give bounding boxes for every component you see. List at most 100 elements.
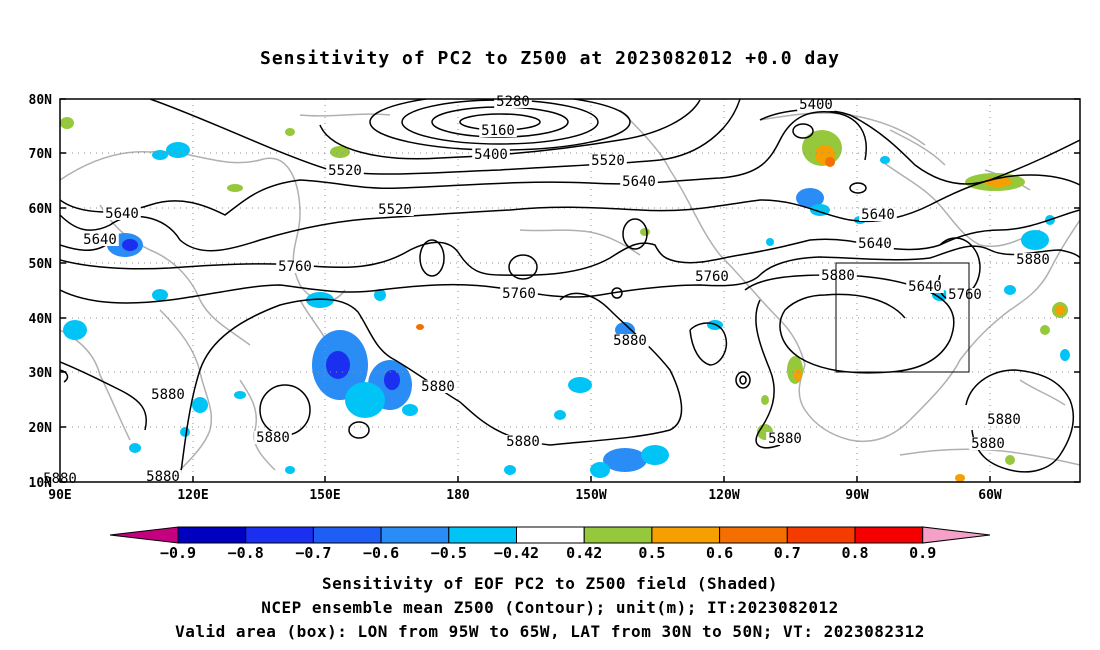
map-frame bbox=[59, 98, 1081, 483]
contour-label-bg bbox=[766, 432, 804, 445]
contour-label-bg bbox=[859, 208, 897, 221]
contour-label: 5880 bbox=[613, 333, 647, 349]
colorbar-segment bbox=[854, 526, 924, 544]
lat-tick-label: 50N bbox=[29, 257, 53, 272]
colorbar-label: −0.9 bbox=[160, 544, 196, 562]
contour-label: 5880 bbox=[987, 412, 1021, 428]
contour-label-bg bbox=[326, 164, 364, 177]
contour-label: 5880 bbox=[146, 469, 180, 485]
contour-label-bg bbox=[906, 280, 944, 293]
colorbar: −0.9 −0.8 −0.7 −0.6 −0.5 −0.42 0.42 0.5 0.6 0.7 0.… bbox=[109, 526, 991, 562]
colorbar-segment bbox=[380, 526, 450, 544]
contour-label: 5520 bbox=[591, 153, 625, 169]
lat-tick-label: 60N bbox=[29, 202, 53, 217]
contour-label: 5880 bbox=[256, 430, 290, 446]
colorbar-segment bbox=[651, 526, 721, 544]
contour-label-bg bbox=[797, 98, 835, 111]
contour-label: 5880 bbox=[506, 434, 540, 450]
contour-label-bg bbox=[500, 287, 538, 300]
contour-label: 5640 bbox=[861, 207, 895, 223]
contour-label-bg bbox=[589, 154, 627, 167]
lon-tick-label: 120E bbox=[177, 488, 208, 503]
colorbar-label: 0.9 bbox=[909, 544, 936, 562]
lon-tick-label: 90W bbox=[845, 488, 869, 503]
colorbar-segment bbox=[583, 526, 653, 544]
contour-label: 5640 bbox=[908, 279, 942, 295]
contour-label-bg bbox=[856, 237, 894, 250]
colorbar-right-arrow bbox=[922, 526, 991, 544]
contour-label: 5400 bbox=[474, 147, 508, 163]
contour-label-bg bbox=[254, 431, 292, 444]
contour-label-bg bbox=[504, 435, 542, 448]
colorbar-segment bbox=[245, 526, 314, 544]
shaded-sensitivity bbox=[60, 117, 1070, 482]
contour-label-bg bbox=[276, 260, 314, 273]
contour-label: 5760 bbox=[502, 286, 536, 302]
contour-label-bg bbox=[693, 270, 731, 283]
contour-label-bg bbox=[620, 175, 658, 188]
contour-label: 5640 bbox=[858, 236, 892, 252]
contour-label-bg bbox=[81, 233, 119, 246]
contour-label: 5880 bbox=[821, 268, 855, 284]
contour-label-bg bbox=[1014, 253, 1052, 266]
contour-label: 5520 bbox=[378, 202, 412, 218]
lat-tick-label: 80N bbox=[29, 93, 53, 108]
colorbar-label: −0.8 bbox=[228, 544, 264, 562]
contour-label: 5640 bbox=[622, 174, 656, 190]
contour-label-bg bbox=[969, 437, 1007, 450]
contour-label: 5880 bbox=[971, 436, 1005, 452]
colorbar-label: 0.8 bbox=[841, 544, 868, 562]
colorbar-label: −0.42 bbox=[494, 544, 539, 562]
map-title: Sensitivity of PC2 to Z500 at 2023082012… bbox=[259, 48, 840, 69]
colorbar-label: 0.6 bbox=[706, 544, 733, 562]
footer-line-2: NCEP ensemble mean Z500 (Contour); unit(… bbox=[261, 598, 839, 617]
contour-label: 5880 bbox=[768, 431, 802, 447]
contour-label-bg bbox=[376, 203, 414, 216]
contour-label: 5760 bbox=[948, 287, 982, 303]
colorbar-label: −0.5 bbox=[431, 544, 467, 562]
contour-label-bg bbox=[144, 470, 182, 483]
colorbar-label: −0.7 bbox=[295, 544, 331, 562]
colorbar-segment bbox=[312, 526, 382, 544]
colorbar-label: 0.7 bbox=[774, 544, 801, 562]
lon-tick-label: 90E bbox=[48, 488, 71, 503]
colorbar-segment bbox=[786, 526, 856, 544]
lat-tick-label: 20N bbox=[29, 421, 53, 436]
valid-area-box bbox=[835, 262, 970, 373]
lon-tick-label: 180 bbox=[446, 488, 470, 503]
contour-label: 5520 bbox=[328, 163, 362, 179]
lat-tick-label: 70N bbox=[29, 147, 53, 162]
contour-label: 5160 bbox=[481, 123, 515, 139]
colorbar-segment bbox=[448, 526, 517, 544]
contour-label: 5880 bbox=[1016, 252, 1050, 268]
contour-label-bg bbox=[611, 334, 649, 347]
colorbar-segment bbox=[516, 526, 585, 544]
coastlines bbox=[60, 109, 1080, 471]
tick-marks bbox=[59, 98, 1080, 483]
lat-tick-label: 30N bbox=[29, 366, 53, 381]
lat-tick-label: 40N bbox=[29, 312, 53, 327]
contour-label: 5760 bbox=[278, 259, 312, 275]
colorbar-left-arrow bbox=[109, 526, 179, 544]
contour-label: 5280 bbox=[496, 94, 530, 110]
contour-label-bg bbox=[103, 207, 141, 220]
contour-label-bg bbox=[149, 388, 187, 401]
latitude-tick-labels: 80N 70N 60N 50N 40N 30N 20N 10N bbox=[29, 93, 53, 491]
contour-label: 5640 bbox=[83, 232, 117, 248]
lon-tick-label: 150E bbox=[309, 488, 340, 503]
lon-tick-label: 150W bbox=[575, 488, 606, 503]
contour-label: 5400 bbox=[799, 97, 833, 113]
footer-line-3: Valid area (box): LON from 95W to 65W, L… bbox=[175, 622, 925, 641]
contour-label-bg bbox=[479, 124, 517, 137]
contour-label-bg bbox=[819, 269, 857, 282]
colorbar-label: 0.42 bbox=[566, 544, 602, 562]
contour-label: 5880 bbox=[421, 379, 455, 395]
footer-line-1: Sensitivity of EOF PC2 to Z500 field (Sh… bbox=[322, 574, 778, 593]
colorbar-segment bbox=[177, 526, 247, 544]
contour-label: 5880 bbox=[151, 387, 185, 403]
contour-label-bg bbox=[985, 413, 1023, 426]
lon-tick-label: 120W bbox=[708, 488, 739, 503]
colorbar-segment bbox=[719, 526, 788, 544]
longitude-tick-labels: 90E 120E 150E 180 150W 120W 90W 60W bbox=[48, 488, 1002, 503]
